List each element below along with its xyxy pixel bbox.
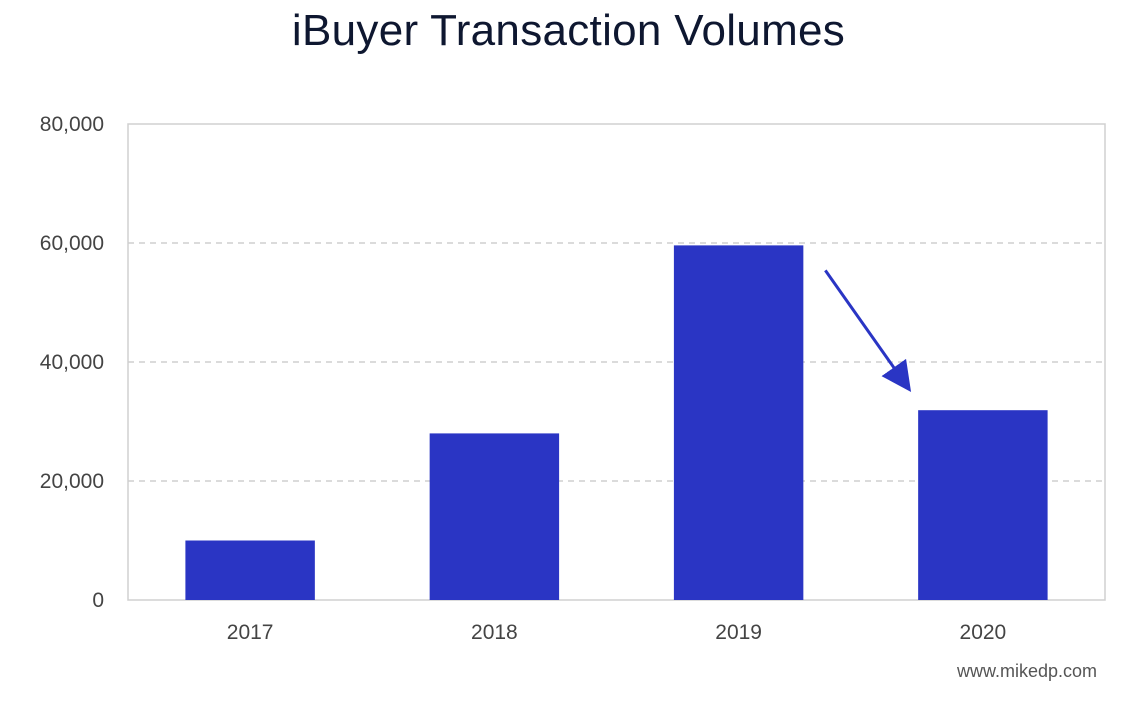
decline-arrow bbox=[824, 269, 912, 393]
bar-2018 bbox=[429, 433, 560, 600]
x-tick-label: 2020 bbox=[960, 621, 1007, 644]
source-credit: www.mikedp.com bbox=[956, 661, 1097, 681]
y-tick-label: 0 bbox=[92, 589, 104, 612]
x-tick-label: 2017 bbox=[227, 621, 274, 644]
y-tick-label: 60,000 bbox=[40, 232, 104, 255]
bar-2020 bbox=[918, 410, 1048, 600]
x-tick-label: 2019 bbox=[715, 621, 762, 644]
bar-2019 bbox=[673, 245, 804, 600]
y-tick-label: 80,000 bbox=[40, 113, 104, 136]
y-tick-label: 40,000 bbox=[40, 351, 104, 374]
bar-2017 bbox=[185, 540, 315, 600]
chart-title: iBuyer Transaction Volumes bbox=[291, 6, 846, 55]
x-tick-label: 2018 bbox=[471, 621, 518, 644]
y-tick-label: 20,000 bbox=[40, 470, 104, 493]
